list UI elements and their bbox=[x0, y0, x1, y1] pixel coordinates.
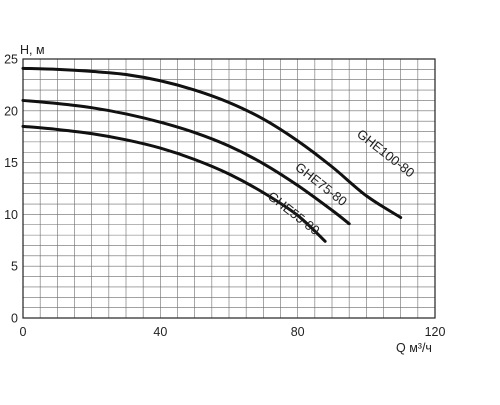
x-axis-title: Q м³/ч bbox=[396, 341, 432, 355]
series-line bbox=[21, 66, 403, 220]
plot-frame bbox=[22, 58, 436, 319]
series-line bbox=[21, 124, 327, 243]
series-layer bbox=[21, 66, 403, 243]
axis-layer bbox=[22, 58, 436, 319]
y-tick-label: 20 bbox=[4, 104, 18, 118]
x-tick-label: 120 bbox=[425, 325, 446, 339]
y-tick-label: 15 bbox=[4, 156, 18, 170]
x-tick-label: 80 bbox=[291, 325, 305, 339]
y-tick-label: 5 bbox=[11, 260, 18, 274]
y-tick-label: 0 bbox=[11, 312, 18, 326]
y-tick-label: 10 bbox=[4, 208, 18, 222]
series-label: GHE100-80 bbox=[354, 126, 417, 180]
y-axis-title: H, м bbox=[20, 43, 45, 57]
x-tick-label: 0 bbox=[20, 325, 27, 339]
x-tick-label: 40 bbox=[153, 325, 167, 339]
grid-layer bbox=[22, 58, 436, 319]
series-line bbox=[21, 98, 351, 226]
y-tick-label: 25 bbox=[4, 53, 18, 67]
